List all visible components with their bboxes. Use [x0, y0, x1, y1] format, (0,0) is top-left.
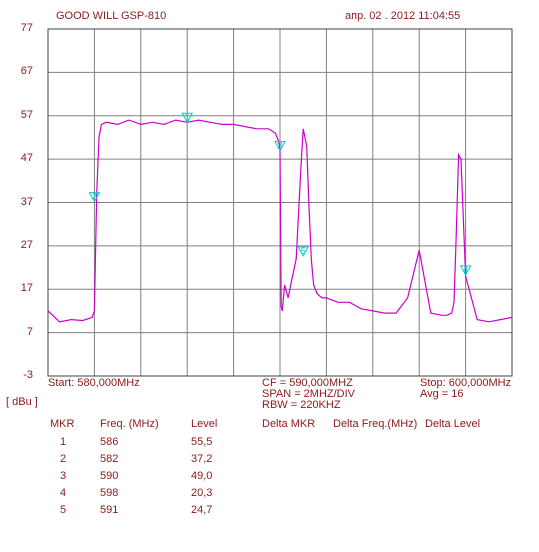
table-row: 3 590 49,0	[0, 470, 539, 486]
row-level: 49,0	[191, 470, 213, 482]
row-freq: 598	[100, 487, 119, 499]
marker-layer: 1 2 3 4 5	[88, 112, 472, 276]
marker-table: MKR Freq. (MHz) Level Delta MKR Delta Fr…	[0, 418, 539, 538]
row-freq: 586	[100, 436, 119, 448]
marker-label: 2	[92, 192, 97, 202]
average: Avg = 16	[420, 388, 464, 400]
grid	[47, 28, 513, 377]
y-tick-label: 47	[20, 152, 33, 165]
y-tick-label: 77	[20, 22, 33, 34]
marker-label: 5	[301, 246, 306, 256]
row-freq: 591	[100, 504, 119, 516]
row-freq: 582	[100, 453, 119, 465]
y-tick-label: 57	[20, 108, 33, 121]
row-level: 20,3	[191, 487, 213, 499]
y-tick-label: 17	[20, 282, 33, 295]
span: SPAN = 2MHZ/DIV	[262, 388, 356, 400]
y-unit-label: [ dBu ]	[6, 396, 38, 408]
y-tick-label: -3	[23, 369, 33, 381]
center-frequency: CF = 590,000MHZ	[262, 377, 353, 389]
col-header-level: Level	[191, 418, 218, 430]
table-row: 4 598 20,3	[0, 487, 539, 503]
row-mkr: 5	[60, 504, 67, 516]
col-header-delta-level: Delta Level	[425, 418, 481, 430]
marker-label: 4	[463, 265, 468, 275]
start-frequency: Start: 580,000MHz	[48, 377, 140, 389]
row-mkr: 2	[60, 453, 67, 465]
table-row: 1 586 55,5	[0, 436, 539, 452]
row-level: 37,2	[191, 453, 213, 465]
stop-frequency: Stop: 600,000MHz	[420, 377, 512, 389]
row-freq: 590	[100, 470, 119, 482]
marker-label: 1	[185, 112, 190, 122]
col-header-mkr: MKR	[50, 418, 75, 430]
plot-border	[47, 28, 513, 377]
trace-layer	[47, 119, 513, 323]
y-tick-label: 67	[20, 65, 33, 78]
y-tick-label: 27	[20, 238, 33, 251]
marker-triangle	[88, 192, 101, 203]
marker-5: 5	[297, 246, 310, 257]
rbw: RBW = 220KHZ	[262, 399, 341, 411]
row-mkr: 3	[60, 470, 67, 482]
instrument-title: GOOD WILL GSP-810	[56, 10, 167, 22]
spectrum-trace	[47, 119, 513, 323]
y-tick-label: 7	[26, 325, 33, 338]
y-tick-label: 37	[20, 195, 33, 208]
timestamp: апр. 02 . 2012 11:04:55	[345, 10, 461, 22]
table-row: 2 582 37,2	[0, 453, 539, 469]
row-level: 55,5	[191, 436, 213, 448]
col-header-delta-freq: Delta Freq.(MHz)	[333, 418, 418, 430]
col-header-delta-mkr: Delta MKR	[262, 418, 316, 430]
row-mkr: 4	[60, 487, 67, 499]
marker-triangle	[459, 265, 472, 276]
marker-triangle	[274, 140, 286, 152]
col-header-freq: Freq. (MHz)	[100, 418, 159, 430]
marker-2: 2	[88, 192, 101, 203]
marker-triangle	[297, 246, 310, 257]
row-level: 24,7	[191, 504, 213, 516]
marker-triangle	[181, 112, 194, 124]
marker-3: 3	[274, 140, 286, 152]
marker-1: 1	[181, 112, 194, 124]
table-row: 5 591 24,7	[0, 504, 539, 520]
row-mkr: 1	[60, 436, 67, 448]
marker-4: 4	[459, 265, 472, 276]
marker-label: 3	[277, 140, 282, 150]
spectrum-plot: 1 2 3 4 5	[47, 28, 513, 377]
